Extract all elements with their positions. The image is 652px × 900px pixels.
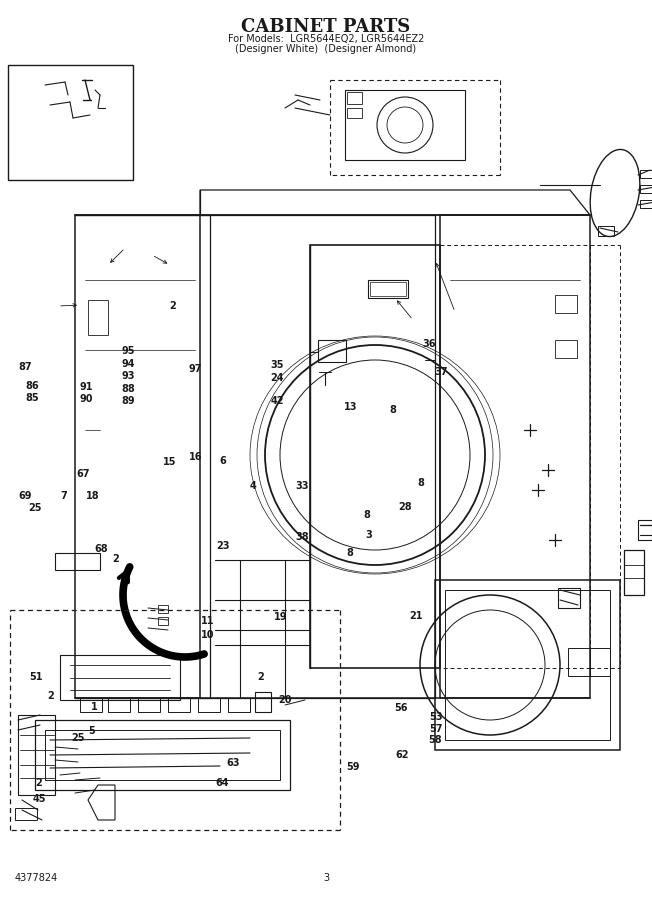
Bar bbox=[558, 588, 580, 608]
Bar bbox=[555, 295, 577, 313]
Bar bbox=[347, 92, 362, 104]
Text: 2: 2 bbox=[170, 301, 176, 311]
Bar bbox=[640, 170, 652, 178]
Bar bbox=[168, 698, 190, 712]
Text: 16: 16 bbox=[189, 452, 202, 463]
Text: 90: 90 bbox=[80, 393, 93, 404]
Text: 15: 15 bbox=[163, 456, 176, 467]
Text: 25: 25 bbox=[28, 503, 41, 514]
Text: 51: 51 bbox=[29, 671, 42, 682]
Bar bbox=[108, 698, 130, 712]
Bar bbox=[198, 698, 220, 712]
Text: 3: 3 bbox=[323, 873, 329, 883]
Text: 91: 91 bbox=[80, 382, 93, 392]
Text: 94: 94 bbox=[122, 358, 135, 369]
Bar bbox=[345, 90, 465, 160]
Text: 20: 20 bbox=[278, 695, 291, 706]
Text: 28: 28 bbox=[399, 501, 412, 512]
Text: 7: 7 bbox=[61, 491, 67, 501]
Text: 10: 10 bbox=[201, 630, 214, 641]
Text: 13: 13 bbox=[344, 401, 357, 412]
Bar bbox=[318, 340, 346, 362]
Bar bbox=[370, 282, 406, 296]
Bar bbox=[158, 605, 168, 613]
Bar bbox=[590, 648, 610, 676]
Text: 64: 64 bbox=[215, 778, 228, 788]
Text: 68: 68 bbox=[95, 544, 108, 554]
Text: 93: 93 bbox=[122, 371, 135, 382]
Bar bbox=[638, 520, 652, 540]
Text: 69: 69 bbox=[18, 491, 31, 501]
Bar bbox=[138, 698, 160, 712]
Bar bbox=[368, 280, 408, 298]
Bar bbox=[80, 698, 102, 712]
Text: 58: 58 bbox=[429, 734, 442, 745]
Text: 56: 56 bbox=[394, 703, 408, 714]
Bar bbox=[228, 698, 250, 712]
Text: 33: 33 bbox=[295, 481, 308, 491]
Text: 86: 86 bbox=[26, 381, 39, 392]
Text: 85: 85 bbox=[26, 392, 39, 403]
Text: 67: 67 bbox=[77, 469, 90, 480]
Text: 24: 24 bbox=[271, 373, 284, 383]
Text: 88: 88 bbox=[121, 383, 136, 394]
Text: 53: 53 bbox=[429, 712, 442, 723]
Text: 42: 42 bbox=[271, 395, 284, 406]
Text: 3: 3 bbox=[366, 529, 372, 540]
Text: 89: 89 bbox=[122, 395, 135, 406]
Text: 57: 57 bbox=[429, 724, 442, 734]
Text: 37: 37 bbox=[435, 366, 448, 377]
Text: 8: 8 bbox=[417, 478, 424, 489]
Text: 8: 8 bbox=[364, 509, 370, 520]
Text: 25: 25 bbox=[72, 733, 85, 743]
Bar bbox=[8, 65, 133, 180]
Text: 11: 11 bbox=[201, 616, 214, 626]
Text: 2: 2 bbox=[113, 554, 119, 564]
Bar bbox=[255, 692, 271, 712]
Text: 2: 2 bbox=[258, 671, 264, 682]
Text: 18: 18 bbox=[87, 491, 100, 501]
Text: 8: 8 bbox=[346, 547, 353, 558]
Text: 8: 8 bbox=[390, 405, 396, 416]
Text: 59: 59 bbox=[347, 761, 360, 772]
Text: 62: 62 bbox=[396, 750, 409, 760]
Text: 97: 97 bbox=[189, 364, 202, 374]
Bar bbox=[347, 108, 362, 118]
Text: CABINET PARTS: CABINET PARTS bbox=[241, 18, 411, 36]
Bar bbox=[88, 300, 108, 335]
Text: 38: 38 bbox=[295, 532, 308, 543]
Text: (Designer White)  (Designer Almond): (Designer White) (Designer Almond) bbox=[235, 44, 417, 54]
Text: 2: 2 bbox=[48, 690, 54, 701]
Text: 63: 63 bbox=[227, 758, 240, 769]
Bar bbox=[624, 550, 644, 595]
Text: 21: 21 bbox=[409, 610, 422, 621]
Text: 23: 23 bbox=[216, 541, 230, 552]
Text: 35: 35 bbox=[271, 360, 284, 371]
Text: 36: 36 bbox=[422, 338, 436, 349]
Text: 1: 1 bbox=[91, 701, 98, 712]
Bar bbox=[568, 648, 590, 676]
Text: For Models:  LGR5644EQ2, LGR5644EZ2: For Models: LGR5644EQ2, LGR5644EZ2 bbox=[228, 34, 424, 44]
Bar bbox=[555, 340, 577, 358]
Text: 6: 6 bbox=[220, 455, 226, 466]
Text: 87: 87 bbox=[18, 362, 31, 373]
Bar bbox=[158, 617, 168, 625]
Text: 4377824: 4377824 bbox=[15, 873, 58, 883]
Text: 19: 19 bbox=[274, 611, 287, 622]
Bar bbox=[598, 226, 614, 236]
Text: 4: 4 bbox=[250, 481, 256, 491]
Text: 5: 5 bbox=[88, 725, 95, 736]
Bar bbox=[15, 808, 37, 820]
Text: 2: 2 bbox=[36, 778, 42, 788]
Text: 45: 45 bbox=[33, 794, 46, 805]
Bar bbox=[640, 200, 652, 208]
Bar bbox=[640, 185, 652, 193]
Text: 95: 95 bbox=[122, 346, 135, 356]
